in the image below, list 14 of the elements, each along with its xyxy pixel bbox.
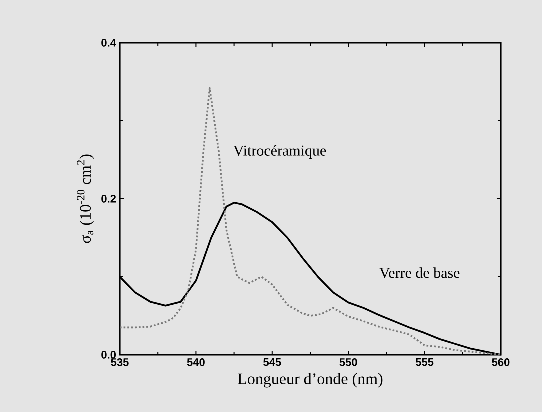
x-tick-label: 555 <box>416 358 434 366</box>
text: Verre de base <box>380 268 460 278</box>
y-tick-label: 0.4 <box>102 39 116 47</box>
x-tick-label: 545 <box>264 358 282 366</box>
line-series <box>119 87 502 356</box>
y-axis-title: σ$_{a}$ (10$^{-20}$ cm$^{2}$) <box>77 154 94 244</box>
x-tick-label: 560 <box>492 358 510 366</box>
x-tick-label: 535 <box>111 358 129 366</box>
x-tick-label: 540 <box>187 358 205 366</box>
y-tick-label: 0.2 <box>102 195 116 203</box>
series-label: Vitrocéramique <box>234 145 326 160</box>
y-tick-label: 0.0 <box>102 351 116 359</box>
x-axis-title: Longueur d’onde (nm) <box>238 373 383 388</box>
x-tick-label: 550 <box>340 358 358 366</box>
